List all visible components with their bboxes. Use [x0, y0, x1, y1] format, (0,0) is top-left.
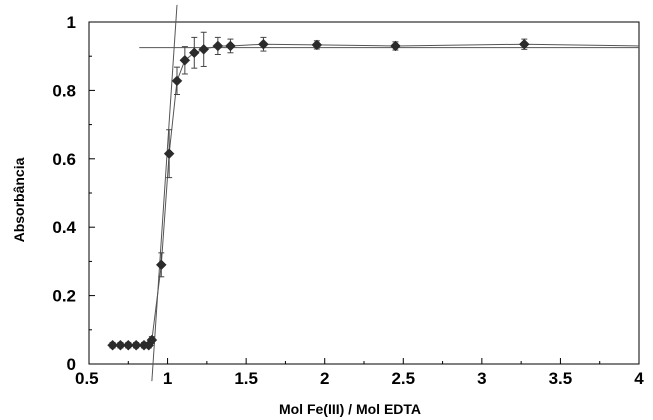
x-tick-label: 1.5 [234, 369, 258, 388]
data-point [115, 339, 126, 351]
data-point [163, 148, 175, 160]
data-point [390, 40, 401, 52]
x-tick-label: 4 [634, 369, 644, 388]
data-point [179, 54, 191, 66]
data-point [518, 38, 530, 50]
data-point [107, 339, 118, 351]
y-axis-ticks: 0 0.2 0.4 0.6 0.8 1 [52, 13, 95, 374]
y-tick-label: 0.2 [52, 287, 76, 306]
data-point [225, 40, 236, 52]
data-point [188, 47, 200, 59]
data-point [122, 339, 134, 351]
x-axis-ticks: 0.5 1 1.5 2 2.5 3 3.5 4 [75, 358, 644, 388]
y-tick-label: 0.6 [52, 150, 76, 169]
data-point [130, 339, 142, 351]
connector-line [112, 43, 639, 346]
x-tick-label: 0.5 [75, 369, 99, 388]
data-point [155, 259, 167, 271]
x-tick-label: 1 [163, 369, 172, 388]
data-point [311, 39, 323, 51]
data-point [212, 40, 224, 52]
plot-area [88, 21, 640, 365]
y-tick-label: 1 [67, 13, 76, 32]
y-tick-label: 0 [67, 355, 76, 374]
data-point [171, 75, 183, 87]
x-axis-title: Mol Fe(III) / Mol EDTA [279, 401, 421, 417]
plot-frame [88, 21, 640, 365]
data-point [258, 38, 269, 50]
data-point [198, 44, 210, 55]
fit-lines [139, 4, 639, 382]
y-tick-label: 0.4 [52, 218, 76, 237]
fit-line [151, 4, 178, 382]
data-connector [112, 43, 639, 346]
y-axis-title: Absorbância [11, 157, 27, 242]
x-tick-label: 2.5 [391, 369, 415, 388]
data-point [146, 334, 158, 346]
x-tick-label: 3.5 [549, 369, 573, 388]
data-points [107, 38, 530, 351]
y-tick-label: 0.8 [52, 81, 76, 100]
x-tick-label: 2 [320, 369, 329, 388]
x-tick-label: 3 [477, 369, 486, 388]
